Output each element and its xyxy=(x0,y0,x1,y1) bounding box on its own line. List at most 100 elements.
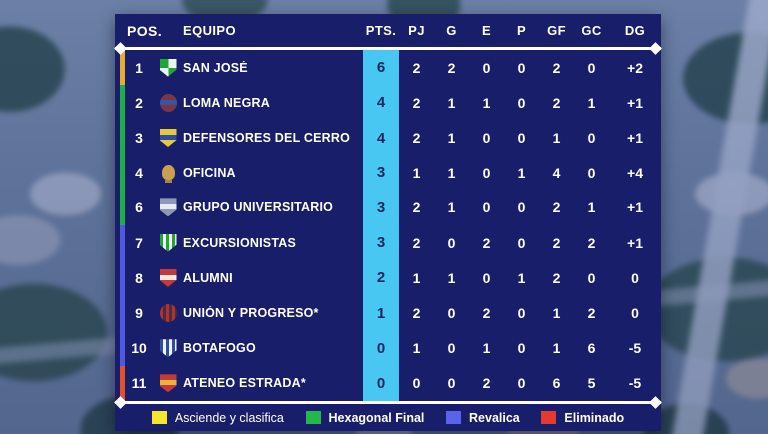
footer-separator-line xyxy=(114,396,662,409)
points-cell: 6 xyxy=(363,50,399,86)
column-header-gc: GC xyxy=(581,23,602,38)
badge-cell xyxy=(153,190,183,225)
column-header-g: G xyxy=(446,23,457,38)
table-row: 2 LOMA NEGRA 4 2 1 1 0 2 1 +1 xyxy=(115,85,661,121)
legend-item-asciende: Asciende y clasifica xyxy=(151,411,284,425)
table-row: 10 BOTAFOGO 0 1 0 1 0 1 6 -5 xyxy=(115,330,661,366)
stat-p: 0 xyxy=(517,234,526,251)
stat-dg: 0 xyxy=(631,269,639,286)
stat-p: 0 xyxy=(517,199,526,216)
team-name: DEFENSORES DEL CERRO xyxy=(183,131,350,145)
team-name: GRUPO UNIVERSITARIO xyxy=(183,200,334,215)
points-cell: 0 xyxy=(363,365,399,402)
zone-bar xyxy=(120,85,125,121)
stat-gc: 1 xyxy=(587,199,596,216)
stat-dg: -5 xyxy=(628,340,642,357)
stat-g: 1 xyxy=(447,130,456,146)
column-header-p: P xyxy=(516,23,527,38)
zone-bar xyxy=(120,225,125,261)
position-number: 3 xyxy=(135,130,143,146)
stat-pj: 2 xyxy=(412,94,421,111)
stat-g: 1 xyxy=(447,269,456,286)
badge-cell xyxy=(153,331,183,366)
legend-item-hexagonal: Hexagonal Final xyxy=(305,410,425,425)
position-number: 10 xyxy=(131,340,147,357)
stat-pj: 1 xyxy=(412,269,421,286)
stat-gf: 1 xyxy=(552,340,561,357)
legend-label: Eliminado xyxy=(564,410,625,425)
header-separator-line xyxy=(114,42,662,55)
table-row: 6 GRUPO UNIVERSITARIO 3 2 1 0 0 2 1 +1 xyxy=(115,189,661,226)
stat-dg: -5 xyxy=(628,375,642,392)
stat-g: 0 xyxy=(447,305,456,322)
green-swatch-icon xyxy=(305,411,321,424)
stat-dg: +1 xyxy=(627,234,643,251)
stat-gf: 2 xyxy=(552,94,561,111)
zone-bar xyxy=(120,50,125,86)
stat-e: 0 xyxy=(482,164,491,181)
stat-g: 0 xyxy=(447,340,456,357)
points-cell: 3 xyxy=(363,189,399,226)
legend-label: Hexagonal Final xyxy=(328,410,425,425)
column-header-pj: PJ xyxy=(408,23,425,38)
legend-bar: Asciende y clasifica Hexagonal Final Rev… xyxy=(115,404,661,431)
stat-gf: 2 xyxy=(552,234,561,251)
stat-dg: +1 xyxy=(627,130,643,146)
stat-gc: 0 xyxy=(587,269,596,286)
table-header: POS. EQUIPO PTS. PJ G E P GF GC DG xyxy=(115,14,661,47)
table-row: 3 DEFENSORES DEL CERRO 4 2 1 0 0 1 0 +1 xyxy=(115,120,661,156)
stat-gf: 2 xyxy=(552,269,561,286)
column-header-pos: POS. xyxy=(127,22,163,39)
column-header-pts: PTS. xyxy=(365,23,397,38)
stat-dg: +2 xyxy=(627,59,643,76)
badge-cell xyxy=(153,225,183,260)
position-number: 6 xyxy=(135,199,143,216)
stat-g: 1 xyxy=(447,94,456,111)
stat-e: 2 xyxy=(482,375,491,392)
stat-pj: 2 xyxy=(412,305,421,322)
stat-g: 1 xyxy=(447,164,456,181)
stat-dg: 0 xyxy=(631,305,639,322)
stat-pj: 2 xyxy=(412,130,421,146)
position-number: 1 xyxy=(135,59,143,76)
badge-cell xyxy=(153,120,183,155)
team-name: OFICINA xyxy=(183,165,236,180)
red-swatch-icon xyxy=(541,411,557,424)
team-badge-icon xyxy=(159,93,177,112)
points-cell: 4 xyxy=(363,85,399,121)
stat-gf: 1 xyxy=(552,130,561,146)
stat-gc: 0 xyxy=(587,130,596,146)
points-cell: 3 xyxy=(363,225,399,261)
stat-gf: 6 xyxy=(552,375,561,392)
stat-gf: 4 xyxy=(552,164,561,181)
team-name: LOMA NEGRA xyxy=(183,95,270,110)
stat-e: 1 xyxy=(482,94,491,111)
stat-gc: 5 xyxy=(587,375,596,392)
team-name: ATENEO ESTRADA* xyxy=(183,376,306,391)
stat-e: 0 xyxy=(482,199,491,216)
stat-pj: 2 xyxy=(412,234,421,251)
stat-p: 0 xyxy=(517,59,526,76)
position-number: 8 xyxy=(135,269,143,286)
stat-gc: 1 xyxy=(587,94,596,111)
team-name: BOTAFOGO xyxy=(183,341,256,356)
table-row: 11 ATENEO ESTRADA* 0 0 0 2 0 6 5 -5 xyxy=(115,365,661,402)
stat-e: 2 xyxy=(482,305,491,322)
stat-gc: 0 xyxy=(587,59,596,76)
stat-g: 0 xyxy=(447,234,456,251)
stat-g: 2 xyxy=(447,59,456,76)
yellow-swatch-icon xyxy=(151,411,167,424)
team-badge-icon xyxy=(161,165,175,184)
column-header-equipo: EQUIPO xyxy=(183,23,236,38)
table-row: 8 ALUMNI 2 1 1 0 1 2 0 0 xyxy=(115,260,661,296)
stat-gc: 2 xyxy=(587,234,596,251)
position-number: 2 xyxy=(135,94,143,111)
stat-e: 1 xyxy=(482,340,491,357)
stat-pj: 0 xyxy=(412,375,421,392)
zone-bar xyxy=(120,365,125,402)
zone-bar xyxy=(120,330,125,366)
position-number: 11 xyxy=(131,375,147,392)
zone-bar xyxy=(120,260,125,296)
stat-p: 0 xyxy=(517,375,526,392)
